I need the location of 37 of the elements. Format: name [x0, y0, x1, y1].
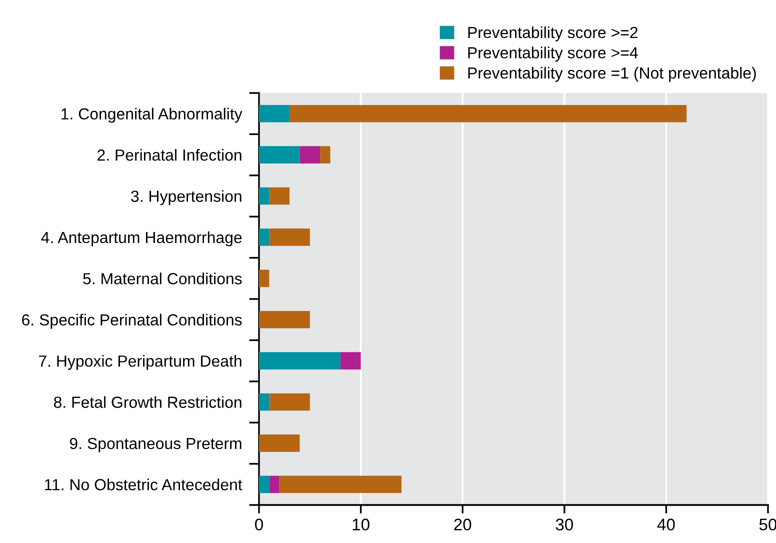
bar [259, 434, 300, 452]
y-tick-label: 3. Hypertension [131, 190, 242, 206]
bar [340, 352, 361, 370]
y-tick-label: 8. Fetal Growth Restriction [54, 396, 242, 408]
legend-label: Preventability score >=4 [468, 46, 638, 62]
bar [269, 228, 310, 246]
y-tick-label: 1. Congenital Abnormality [62, 108, 242, 123]
bar [300, 146, 320, 164]
y-tick-label: 9. Spontaneous Preterm [70, 438, 242, 452]
bar [259, 228, 270, 246]
bar [259, 393, 270, 411]
x-tick-label: 10 [352, 518, 370, 530]
bar [259, 104, 290, 122]
bar [279, 476, 402, 494]
x-tick-label: 40 [657, 518, 675, 530]
y-tick-label: 7. Hypoxic Peripartum Death [38, 355, 242, 370]
bar [259, 146, 300, 164]
bar [259, 476, 270, 494]
bar [269, 393, 310, 411]
y-tick-label: 6. Specific Perinatal Conditions [22, 314, 242, 329]
y-tick-label: 2. Perinatal Infection [98, 149, 242, 161]
legend-label: Preventability score >=2 [468, 26, 638, 42]
y-tick-label: 4. Antepartum Haemorrhage [41, 231, 242, 246]
bar [259, 270, 270, 288]
bar [259, 187, 270, 205]
bar [259, 352, 340, 370]
bar [259, 310, 310, 328]
legend-label: Preventability score =1 (Not preventable) [468, 66, 756, 82]
x-tick-label: 0 [255, 518, 263, 530]
y-tick-label: 5. Maternal Conditions [83, 272, 242, 284]
x-tick-label: 20 [454, 518, 472, 530]
bar [269, 187, 290, 205]
y-tick-label: 11. No Obstetric Antecedent [44, 478, 242, 490]
bar [290, 104, 687, 122]
bar [320, 146, 330, 164]
bar [269, 476, 280, 494]
x-tick-label: 30 [556, 518, 574, 530]
